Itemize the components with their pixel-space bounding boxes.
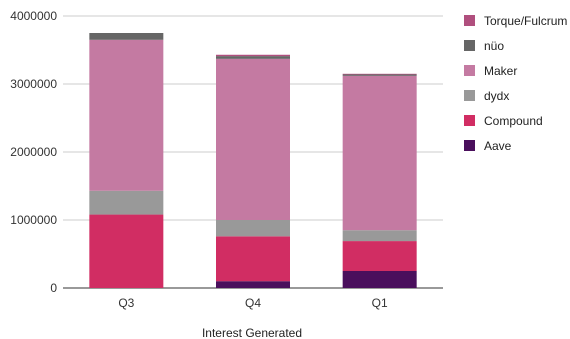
- legend-item: Aave: [464, 133, 568, 158]
- legend-label: nüo: [484, 38, 505, 53]
- legend-swatch: [464, 65, 475, 76]
- y-axis-ticks: 0 1000000 2000000 3000000 4000000: [10, 9, 57, 295]
- legend-swatch: [464, 90, 475, 101]
- x-axis-title: Interest Generated: [202, 326, 302, 339]
- legend-item: Compound: [464, 108, 568, 133]
- legend-label: dydx: [484, 88, 510, 103]
- x-tick-label: Q3: [118, 296, 134, 310]
- bar-segment-compound-q4: [216, 236, 290, 282]
- y-tick-label: 4000000: [10, 9, 57, 23]
- bar-segment-aave-q1: [342, 271, 417, 288]
- bar-segment-maker-q3: [89, 39, 164, 191]
- legend-label: Torque/Fulcrum: [484, 13, 568, 28]
- legend-item: Maker: [464, 58, 568, 83]
- bar-segment-torque-fulcrum-q1: [342, 73, 417, 75]
- legend-item: nüo: [464, 33, 568, 58]
- legend-swatch: [464, 115, 475, 126]
- x-axis-ticks: Q3 Q4 Q1: [118, 296, 388, 310]
- bar-segment-n-o-q3: [89, 33, 164, 40]
- x-tick-label: Q4: [245, 296, 261, 310]
- legend-swatch: [464, 15, 475, 26]
- legend-label: Aave: [484, 138, 512, 153]
- y-tick-label: 0: [50, 281, 57, 295]
- legend-item: Torque/Fulcrum: [464, 8, 568, 33]
- legend-swatch: [464, 140, 475, 151]
- bar-segment-aave-q4: [216, 281, 290, 288]
- bar-segment-compound-q3: [89, 214, 164, 288]
- legend: Torque/Fulcrum nüo Maker dydx Compound Aave: [464, 8, 568, 158]
- bar-segment-dydx-q1: [342, 230, 417, 242]
- bar-segment-maker-q1: [342, 75, 417, 231]
- y-tick-label: 1000000: [10, 213, 57, 227]
- y-tick-label: 2000000: [10, 145, 57, 159]
- bar-segment-torque-fulcrum-q4: [216, 54, 290, 57]
- bar-segment-maker-q4: [216, 58, 290, 221]
- x-tick-label: Q1: [372, 296, 388, 310]
- legend-item: dydx: [464, 83, 568, 108]
- legend-swatch: [464, 40, 475, 51]
- bar-segment-dydx-q4: [216, 220, 290, 237]
- bar-segment-n-o-q4: [216, 56, 290, 59]
- bars: [89, 33, 417, 288]
- y-tick-label: 3000000: [10, 77, 57, 91]
- bar-segment-n-o-q1: [342, 74, 417, 76]
- legend-label: Compound: [484, 113, 543, 128]
- legend-label: Maker: [484, 63, 518, 78]
- bar-segment-compound-q1: [342, 241, 417, 271]
- bar-segment-dydx-q3: [89, 190, 164, 215]
